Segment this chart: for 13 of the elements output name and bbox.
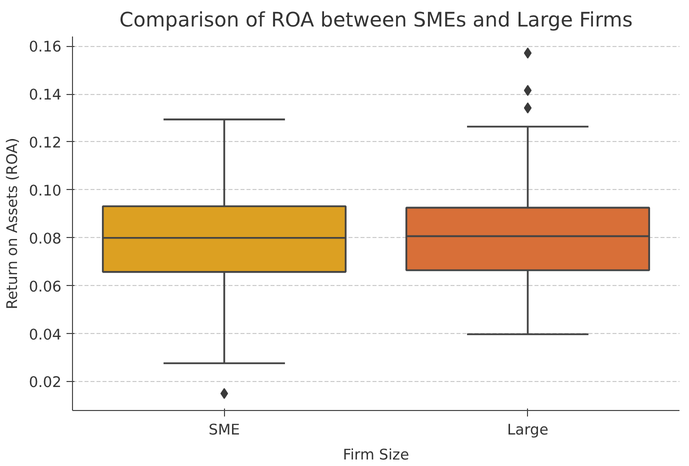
x-tick-label: Large [507, 422, 548, 438]
y-axis-title: Return on Assets (ROA) [4, 138, 21, 310]
y-tick-label: 0.08 [28, 230, 62, 248]
x-axis-title: Firm Size [342, 446, 410, 464]
x-tick-label: SME [208, 422, 240, 438]
y-tick-label: 0.14 [28, 86, 62, 104]
chart-title: Comparison of ROA between SMEs and Large Firms [119, 8, 633, 32]
y-tick-label: 0.10 [28, 182, 62, 200]
y-tick-label: 0.04 [28, 326, 62, 344]
y-tick-label: 0.02 [28, 374, 62, 392]
y-tick-label: 0.12 [28, 134, 62, 152]
y-tick-label: 0.16 [28, 38, 62, 56]
y-tick-label: 0.06 [28, 278, 62, 296]
